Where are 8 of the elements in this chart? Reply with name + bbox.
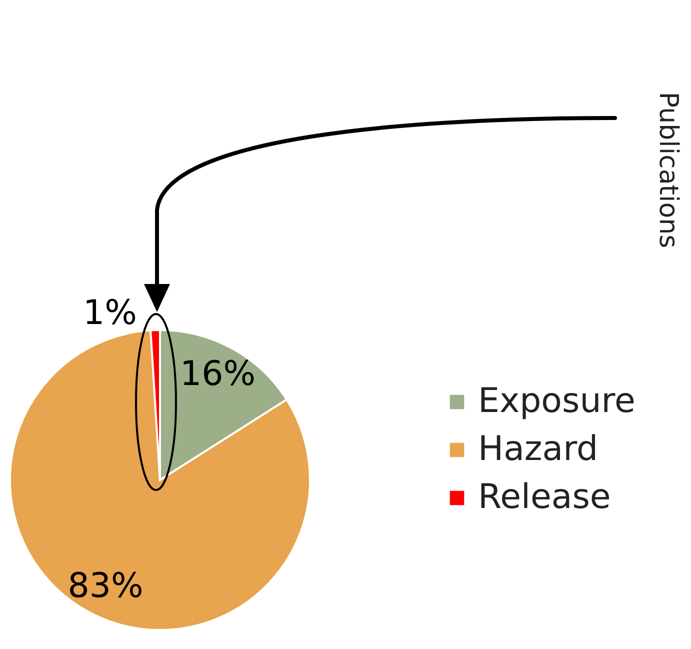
legend-label: Exposure (478, 381, 636, 421)
data-label: 1% (83, 293, 137, 333)
data-label: 16% (180, 354, 256, 394)
data-label: 83% (68, 566, 144, 606)
legend-label: Hazard (478, 429, 598, 469)
legend-label: Release (478, 477, 611, 517)
pie-slice (9, 329, 311, 631)
text: Publications (653, 92, 683, 248)
